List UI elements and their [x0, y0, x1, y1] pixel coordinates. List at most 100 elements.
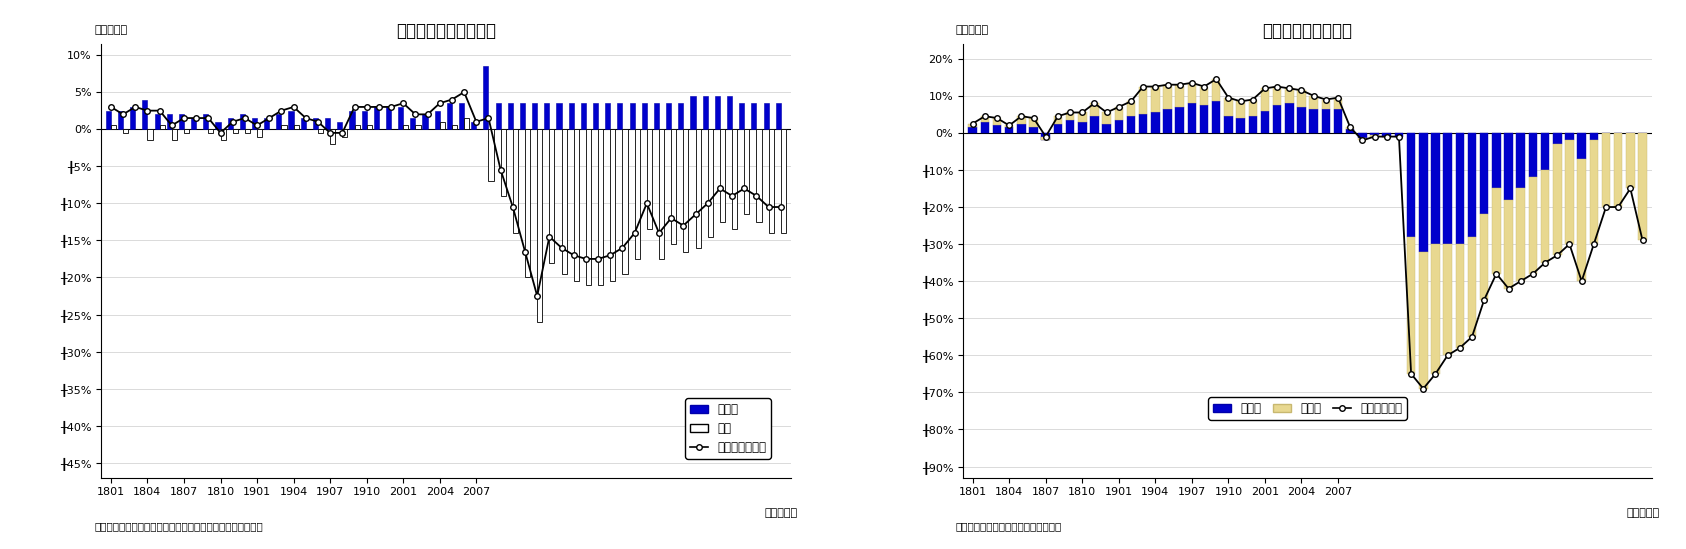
Bar [1359, 138, 1367, 141]
Bar [1175, 85, 1184, 107]
Bar [561, 129, 566, 274]
Title: 延べ宿泊者数の推移: 延べ宿泊者数の推移 [1263, 21, 1352, 40]
Bar [349, 111, 354, 129]
Bar [1261, 111, 1270, 133]
Bar [1590, 141, 1598, 244]
Bar [1261, 88, 1270, 111]
Bar [993, 126, 1001, 133]
Bar [130, 107, 135, 129]
Bar [605, 103, 610, 129]
Bar [981, 122, 990, 133]
Text: （年・月）: （年・月） [1625, 508, 1659, 518]
Bar [435, 111, 440, 129]
Bar [221, 129, 226, 141]
Bar [752, 103, 757, 129]
Bar [265, 118, 270, 129]
Bar [410, 118, 415, 129]
Bar [251, 118, 256, 129]
Bar [610, 129, 615, 281]
Bar [683, 129, 688, 251]
Bar [1297, 107, 1305, 133]
Bar [447, 103, 452, 129]
Bar [769, 129, 774, 233]
Bar [374, 107, 379, 129]
Bar [1028, 127, 1039, 133]
Bar [147, 129, 152, 141]
Bar [1140, 87, 1148, 114]
Bar [1066, 113, 1074, 120]
Bar [524, 129, 529, 277]
Bar [1469, 133, 1477, 237]
Bar [1103, 113, 1111, 124]
Bar [123, 129, 128, 133]
Bar [118, 111, 123, 129]
Bar [398, 107, 403, 129]
Bar [1114, 107, 1123, 120]
Bar [1541, 133, 1549, 170]
Bar [617, 103, 622, 129]
Bar [513, 129, 518, 233]
Bar [1249, 116, 1258, 133]
Bar [256, 129, 263, 137]
Bar [981, 116, 990, 122]
Bar [1212, 79, 1221, 102]
Bar [1590, 133, 1598, 141]
Bar [776, 103, 781, 129]
Bar [764, 103, 769, 129]
Bar [1054, 116, 1062, 124]
Bar [160, 126, 165, 129]
Bar [1017, 124, 1025, 133]
Bar [647, 129, 652, 229]
Bar [1565, 141, 1573, 244]
Bar [293, 126, 298, 129]
Bar [1273, 87, 1281, 105]
Bar [744, 129, 749, 215]
Bar [1310, 96, 1318, 109]
Bar [489, 129, 494, 181]
Bar [325, 118, 330, 129]
Bar [1383, 133, 1391, 137]
Bar [573, 129, 578, 281]
Bar [415, 126, 420, 129]
Bar [1126, 102, 1135, 116]
Bar [1504, 133, 1512, 200]
Bar [244, 129, 250, 133]
Bar [545, 103, 550, 129]
Bar [403, 126, 408, 129]
Bar [1443, 133, 1452, 244]
Bar [1431, 133, 1440, 244]
Text: （前年比）: （前年比） [956, 25, 990, 35]
Bar [228, 118, 233, 129]
Bar [1406, 237, 1415, 374]
Bar [216, 122, 221, 129]
Bar [496, 103, 501, 129]
Bar [300, 118, 305, 129]
Bar [1469, 237, 1477, 337]
Bar [968, 124, 976, 127]
Bar [1017, 116, 1025, 124]
Bar [1529, 177, 1538, 274]
Bar [1187, 83, 1195, 103]
Bar [470, 122, 477, 129]
Bar [703, 96, 708, 129]
Bar [1126, 116, 1135, 133]
Bar [1420, 251, 1428, 389]
Bar [1236, 102, 1244, 118]
Bar [337, 122, 342, 129]
Bar [556, 103, 561, 129]
Bar [354, 126, 359, 129]
Bar [1480, 133, 1489, 215]
Bar [1614, 133, 1622, 207]
Bar [568, 103, 573, 129]
Bar [1077, 113, 1086, 122]
Bar [501, 129, 506, 196]
Bar [106, 111, 111, 129]
Text: （年・月）: （年・月） [764, 508, 797, 518]
Bar [459, 103, 464, 129]
Bar [642, 103, 647, 129]
Text: （資料）観光庁「宿泊旅行統計調査」: （資料）観光庁「宿泊旅行統計調査」 [956, 521, 1062, 531]
Bar [1103, 124, 1111, 133]
Bar [277, 114, 282, 129]
Bar [580, 103, 587, 129]
Bar [1249, 99, 1258, 116]
